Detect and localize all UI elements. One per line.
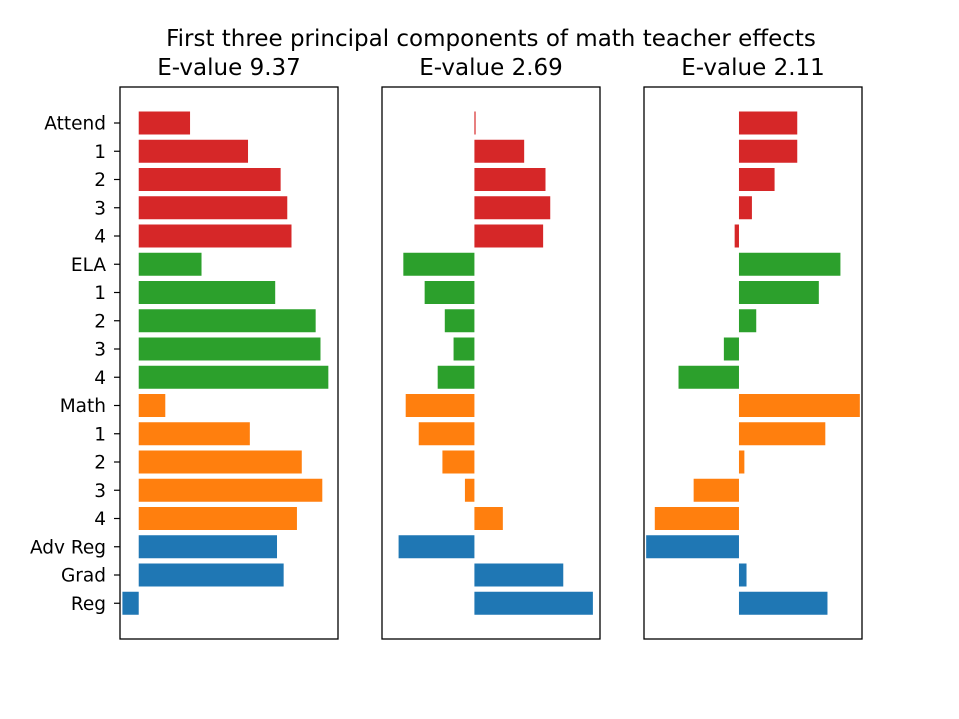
axes-frame [119, 86, 339, 640]
bar [424, 281, 475, 304]
bar [738, 252, 841, 276]
bar [138, 196, 288, 220]
bar [138, 535, 278, 559]
bar [738, 591, 828, 615]
bar [437, 365, 475, 389]
y-tick-label: Math [60, 396, 106, 417]
bar [138, 365, 329, 389]
bar [693, 478, 739, 502]
bar [444, 309, 475, 333]
y-tick-label: 2 [94, 453, 106, 474]
bar [474, 563, 564, 587]
panel-title: E-value 2.69 [419, 55, 563, 81]
bar [474, 507, 503, 530]
bar [474, 224, 544, 248]
y-tick-label: Adv Reg [30, 537, 106, 558]
bar [738, 450, 745, 474]
y-tick-label: 4 [94, 227, 106, 248]
y-tick-label: 3 [94, 481, 106, 502]
bar [405, 394, 475, 417]
bar [738, 422, 826, 446]
bar [138, 111, 191, 135]
y-tick-label: 4 [94, 368, 106, 389]
y-tick-label: ELA [71, 255, 106, 276]
y-tick-label: 1 [94, 424, 106, 445]
bar [398, 535, 475, 559]
bar [678, 365, 739, 389]
panel-2: E-value 2.69 [381, 55, 601, 640]
bar [738, 196, 752, 220]
bar [442, 450, 475, 474]
figure-title: First three principal components of math… [166, 26, 816, 52]
bar [122, 591, 139, 615]
y-tick-label: 2 [94, 170, 106, 191]
bar [646, 535, 739, 559]
y-tick-label: 3 [94, 198, 106, 219]
bar [138, 394, 166, 417]
y-tick-label: 3 [94, 340, 106, 361]
bar [738, 394, 860, 417]
y-tick-label: Grad [61, 566, 106, 587]
bar [138, 507, 297, 530]
bar [138, 337, 321, 361]
bar [654, 507, 739, 530]
bar [464, 478, 475, 502]
bar [474, 139, 525, 163]
axes-frame [381, 86, 601, 640]
bar [138, 281, 276, 304]
bar [738, 309, 757, 333]
bar [474, 168, 546, 191]
panel-1: E-value 9.37 Attend 1 2 3 4 ELA 1 2 3 4 Math 1 2 3 4 Adv… [30, 55, 339, 640]
bar [138, 563, 284, 587]
axes-frame [643, 86, 863, 640]
panels: E-value 9.37 Attend 1 2 3 4 ELA 1 2 3 4 Math 1 2 3 4 Adv… [30, 55, 863, 640]
bar [138, 168, 281, 191]
y-tick-label: Attend [44, 114, 106, 135]
bar [453, 337, 475, 361]
bar [738, 139, 798, 163]
bar [474, 111, 476, 135]
y-tick-label: Reg [71, 594, 106, 615]
bar [738, 281, 819, 304]
bar [403, 252, 475, 276]
bar [138, 224, 292, 248]
bar [474, 591, 593, 615]
bar [138, 450, 302, 474]
y-tick-label: 4 [94, 509, 106, 530]
bar [138, 309, 316, 333]
bar [138, 478, 323, 502]
bar [734, 224, 739, 248]
bar [138, 252, 202, 276]
bar [418, 422, 475, 446]
bar [738, 563, 747, 587]
bar [723, 337, 739, 361]
panel-title: E-value 9.37 [157, 55, 301, 81]
bar [738, 111, 798, 135]
y-tick-label: 1 [94, 283, 106, 304]
y-tick-label: 2 [94, 311, 106, 332]
bar [138, 422, 250, 446]
bar [138, 139, 249, 163]
panel-3: E-value 2.11 [643, 55, 863, 640]
panel-title: E-value 2.11 [681, 55, 825, 81]
y-tick-label: 1 [94, 142, 106, 163]
bar [474, 196, 551, 220]
bar [738, 168, 775, 191]
